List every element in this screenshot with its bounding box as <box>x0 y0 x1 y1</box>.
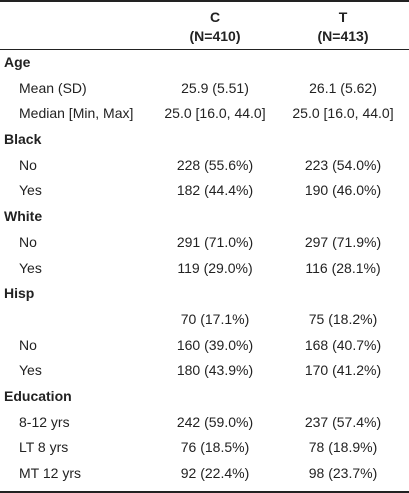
cell-t: 98 (23.7%) <box>308 465 378 481</box>
row-label: Yes <box>19 259 42 276</box>
section-label: Hisp <box>4 285 35 302</box>
section-row: Black <box>0 127 409 153</box>
column-t-count: (N=413) <box>317 28 369 44</box>
cell-t: 170 (41.2%) <box>304 362 382 379</box>
cell-t: 25.0 [16.0, 44.0] <box>292 105 394 122</box>
table-row: Median [Min, Max] 25.0 [16.0, 44.0] 25.0 [… <box>0 101 409 127</box>
row-label: Median [Min, Max] <box>19 105 134 122</box>
row-label: No <box>19 233 37 250</box>
row-label: 8-12 yrs <box>19 413 70 430</box>
section-row: Age <box>0 50 409 76</box>
table-row: Yes 182 (44.4%) 190 (46.0%) <box>0 178 409 204</box>
cell-t: 75 (18.2%) <box>308 310 378 327</box>
cell-c: 291 (71.0%) <box>176 233 254 250</box>
table-body: Age Mean (SD) 25.9 (5.51) 26.1 (5.62) Median… <box>0 50 409 487</box>
table-row: MT 12 yrs 92 (22.4%) 98 (23.7%) <box>0 461 409 487</box>
cell-c: 242 (59.0%) <box>176 413 254 430</box>
cell-t: 190 (46.0%) <box>304 182 382 199</box>
table-row: Yes 119 (29.0%) 116 (28.1%) <box>0 256 409 282</box>
cell-t: 78 (18.9%) <box>308 439 378 456</box>
row-label: Mean (SD) <box>19 79 87 96</box>
cell-t: 237 (57.4%) <box>304 413 382 430</box>
row-label: MT 12 yrs <box>19 465 81 481</box>
table-row: 70 (17.1%) 75 (18.2%) <box>0 307 409 333</box>
row-label: No <box>19 156 37 173</box>
row-label: LT 8 yrs <box>19 439 69 456</box>
cell-c: 119 (29.0%) <box>177 259 253 276</box>
table-row: Mean (SD) 25.9 (5.51) 26.1 (5.62) <box>0 76 409 102</box>
column-t-name: T <box>338 9 348 25</box>
section-row: Hisp <box>0 281 409 307</box>
cell-c: 25.0 [16.0, 44.0] <box>164 105 266 122</box>
column-c-count: (N=410) <box>189 28 241 44</box>
cell-c: 76 (18.5%) <box>180 439 250 456</box>
column-header-c: C (N=410) <box>155 8 275 46</box>
column-c-name: C <box>209 9 221 25</box>
row-label: No <box>19 336 37 353</box>
row-label: Yes <box>19 362 42 379</box>
cell-c: 92 (22.4%) <box>180 465 250 481</box>
cell-t: 116 (28.1%) <box>305 259 381 276</box>
cell-c: 160 (39.0%) <box>176 336 254 353</box>
column-header-t: T (N=413) <box>283 8 403 46</box>
section-row: Education <box>0 384 409 410</box>
table-row: LT 8 yrs 76 (18.5%) 78 (18.9%) <box>0 435 409 461</box>
cell-c: 182 (44.4%) <box>176 182 254 199</box>
cell-t: 297 (71.9%) <box>304 233 382 250</box>
cell-t: 168 (40.7%) <box>304 336 382 353</box>
section-label: White <box>4 208 43 225</box>
cell-c: 70 (17.1%) <box>180 310 250 327</box>
table-row: No 228 (55.6%) 223 (54.0%) <box>0 153 409 179</box>
row-label: Yes <box>19 182 42 199</box>
section-label: Education <box>4 387 72 404</box>
table-row: No 291 (71.0%) 297 (71.9%) <box>0 230 409 256</box>
table-row: No 160 (39.0%) 168 (40.7%) <box>0 333 409 359</box>
cell-t: 223 (54.0%) <box>304 156 382 173</box>
section-label: Black <box>4 131 42 148</box>
cell-c: 25.9 (5.51) <box>181 79 249 96</box>
cell-c: 228 (55.6%) <box>176 156 254 173</box>
section-label: Age <box>4 54 31 70</box>
table-row: 8-12 yrs 242 (59.0%) 237 (57.4%) <box>0 410 409 436</box>
cell-c: 180 (43.9%) <box>176 362 254 379</box>
cell-t: 26.1 (5.62) <box>309 79 377 96</box>
table-row: Yes 180 (43.9%) 170 (41.2%) <box>0 358 409 384</box>
table-header: C (N=410) T (N=413) <box>0 2 409 50</box>
section-row: White <box>0 204 409 230</box>
